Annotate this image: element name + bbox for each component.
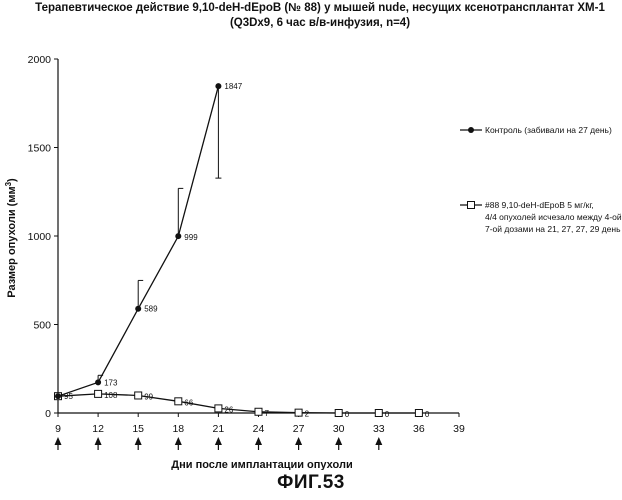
control-series-data-label: 589 (144, 305, 158, 314)
drug-series-point (415, 410, 422, 417)
y-tick-label: 500 (33, 320, 51, 332)
x-tick-label: 39 (453, 423, 465, 435)
legend-control-label: Контроль (забивали на 27 день) (485, 125, 612, 135)
legend-control-marker (468, 127, 474, 133)
dose-arrow-icon (255, 437, 262, 445)
tumor-size-chart: 0500100015002000912151821242730333639 95… (0, 0, 622, 470)
control-series-point (215, 83, 221, 89)
dose-arrow-icon (335, 437, 342, 445)
control-series-point (135, 306, 141, 312)
legend-drug-label-line: #88 9,10-deH-dEpoB 5 мг/кг, (485, 200, 594, 210)
y-tick-label: 1500 (28, 143, 52, 155)
legend-drug-label-line: 7-ой дозами на 21, 27, 27, 29 день (485, 224, 621, 234)
series-layer: 9510899662672000951735899991847 (0, 82, 430, 419)
y-tick-label: 0 (45, 408, 51, 420)
drug-series-point (95, 390, 102, 397)
dose-arrow-icon (95, 437, 102, 445)
drug-series-data-label: 26 (224, 405, 233, 414)
x-tick-label: 24 (253, 423, 265, 435)
dose-arrow-icon (375, 437, 382, 445)
drug-series-point (295, 409, 302, 416)
x-tick-label: 36 (413, 423, 425, 435)
x-tick-label: 33 (373, 423, 385, 435)
drug-series-point (375, 410, 382, 417)
drug-series-data-label: 7 (265, 409, 270, 418)
dose-arrow-icon (55, 437, 62, 445)
control-series-point (55, 393, 61, 399)
control-series-point (95, 379, 101, 385)
control-series-data-label: 173 (104, 378, 118, 387)
axes: 0500100015002000912151821242730333639 (28, 54, 465, 450)
drug-series-point (135, 392, 142, 399)
x-tick-label: 15 (132, 423, 144, 435)
x-tick-label: 18 (172, 423, 184, 435)
y-axis-label: Размер опухоли (мм3) (4, 178, 18, 298)
drug-series-data-label: 99 (144, 392, 153, 401)
figure-label: ФИГ.53 (0, 472, 622, 494)
drug-series-point (175, 398, 182, 405)
x-tick-label: 27 (293, 423, 305, 435)
drug-series-point (215, 405, 222, 412)
x-tick-label: 21 (213, 423, 225, 435)
y-tick-label: 2000 (28, 54, 52, 66)
x-tick-label: 30 (333, 423, 345, 435)
legend-drug-marker (468, 202, 475, 209)
drug-series-data-label: 2 (305, 410, 310, 419)
y-axis-label-text: Размер опухоли (мм (6, 186, 18, 297)
drug-series-point (335, 410, 342, 417)
x-axis-label: Дни после имплантации опухоли (171, 459, 352, 470)
drug-series-data-label: 108 (104, 391, 118, 400)
y-axis-label-tail: ) (6, 178, 18, 182)
dose-arrow-icon (135, 437, 142, 445)
x-tick-label: 9 (55, 423, 61, 435)
drug-series-data-label: 66 (184, 398, 193, 407)
drug-series-point (255, 408, 262, 415)
control-series-data-label: 999 (184, 233, 198, 242)
control-series-point (175, 233, 181, 239)
x-tick-label: 12 (92, 423, 104, 435)
y-tick-label: 1000 (28, 231, 52, 243)
dose-arrow-icon (215, 437, 222, 445)
legend-drug-label-line: 4/4 опухолей исчезало между 4-ой и (485, 212, 622, 222)
drug-series-data-label: 0 (385, 410, 390, 419)
drug-series-data-label: 0 (345, 410, 350, 419)
drug-series-data-label: 0 (425, 410, 430, 419)
dose-arrow-icon (295, 437, 302, 445)
dose-arrow-icon (175, 437, 182, 445)
legend: Контроль (забивали на 27 день) #88 9,10-d… (460, 125, 622, 234)
control-series-data-label: 1847 (224, 82, 242, 91)
